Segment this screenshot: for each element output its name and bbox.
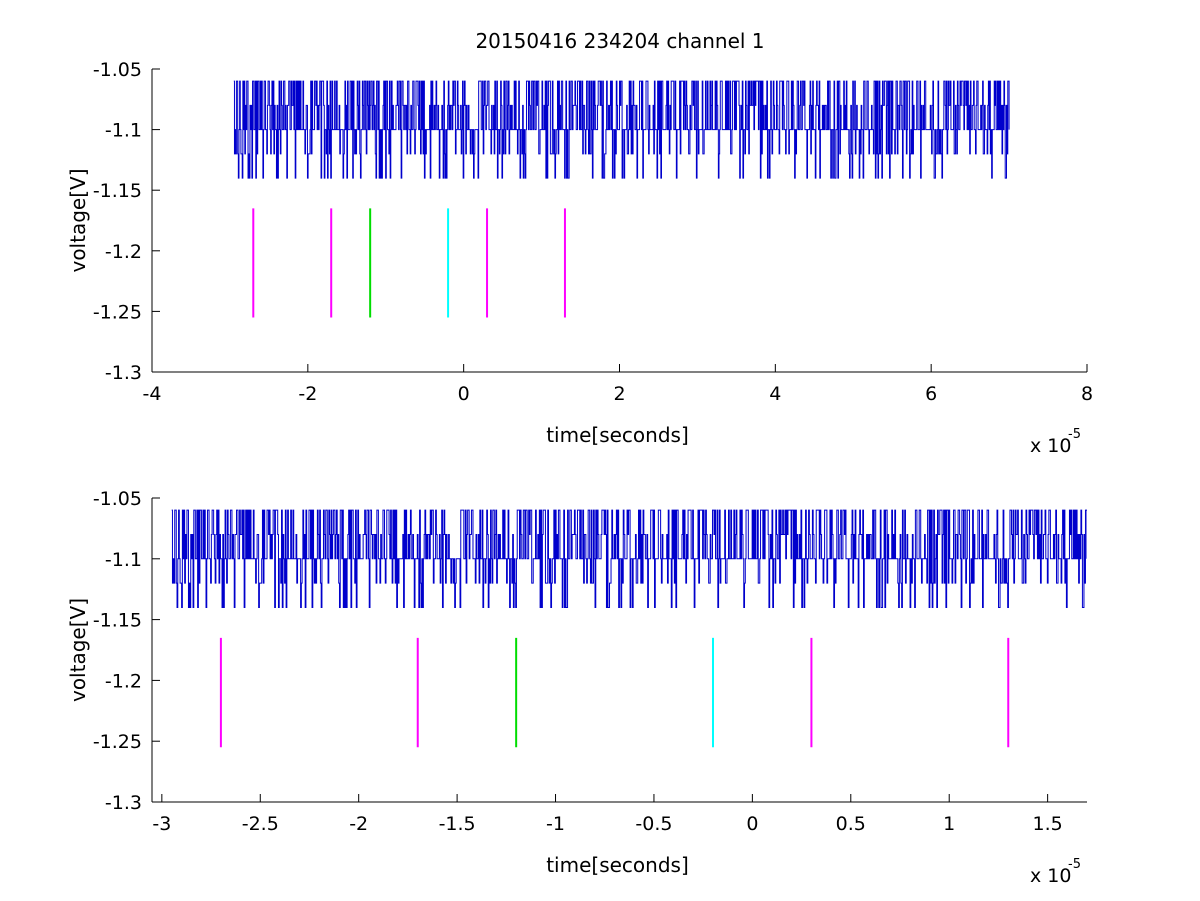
x-tick-label: 1.5 xyxy=(1033,813,1063,835)
x-tick-label: 0 xyxy=(458,383,470,405)
x-tick-label: -2 xyxy=(349,813,368,835)
y-tick-label: -1.15 xyxy=(93,180,142,202)
x-axis-label: time[seconds] xyxy=(546,423,689,447)
x-tick-label: 2 xyxy=(613,383,625,405)
y-tick-label: -1.05 xyxy=(93,59,142,81)
y-axis-label: voltage[V] xyxy=(66,598,90,702)
y-tick-label: -1.2 xyxy=(105,241,142,263)
x-tick-label: 1 xyxy=(943,813,955,835)
y-tick-label: -1.25 xyxy=(93,301,142,323)
y-tick-label: -1.25 xyxy=(93,731,142,753)
voltage-signal-line xyxy=(233,80,1010,179)
bottom-subplot: -3 -2.5 -2 -1.5 -1 -0.5 0 0.5 1 1.5 -1.3 -1.25 -1.2 -… xyxy=(66,488,1087,887)
x-tick-label: -1 xyxy=(546,813,565,835)
x-tick-label: 6 xyxy=(925,383,937,405)
y-tick-label: -1.3 xyxy=(105,792,142,814)
x-multiplier-label: x 10 xyxy=(1030,435,1071,457)
x-tick-label: -0.5 xyxy=(635,813,672,835)
y-tick-label: -1.15 xyxy=(93,610,142,632)
y-tick-label: -1.3 xyxy=(105,362,142,384)
y-tick-label: -1.2 xyxy=(105,670,142,692)
x-tick-label: 4 xyxy=(769,383,781,405)
x-tick-label: 0 xyxy=(746,813,758,835)
x-tick-label: 0.5 xyxy=(836,813,866,835)
x-multiplier-exponent: -5 xyxy=(1068,427,1081,442)
y-tick-label: -1.1 xyxy=(105,549,142,571)
x-tick-label: -3 xyxy=(152,813,171,835)
voltage-signal-line xyxy=(171,509,1087,608)
x-multiplier-label: x 10 xyxy=(1030,865,1071,887)
x-tick-label: -2 xyxy=(298,383,317,405)
x-tick-label: -2.5 xyxy=(242,813,279,835)
x-tick-label: -1.5 xyxy=(439,813,476,835)
x-multiplier-exponent: -5 xyxy=(1068,857,1081,872)
top-subplot: -4 -2 0 2 4 6 8 -1.3 -1.25 -1.2 -1.15 -1.1 -1.05 time… xyxy=(66,59,1093,457)
chart-title: 20150416 234204 channel 1 xyxy=(475,29,764,53)
y-tick-label: -1.1 xyxy=(105,120,142,142)
y-tick-label: -1.05 xyxy=(93,488,142,510)
x-tick-label: -4 xyxy=(143,383,162,405)
y-axis-label: voltage[V] xyxy=(66,168,90,272)
x-axis-label: time[seconds] xyxy=(546,853,689,877)
x-tick-label: 8 xyxy=(1081,383,1093,405)
